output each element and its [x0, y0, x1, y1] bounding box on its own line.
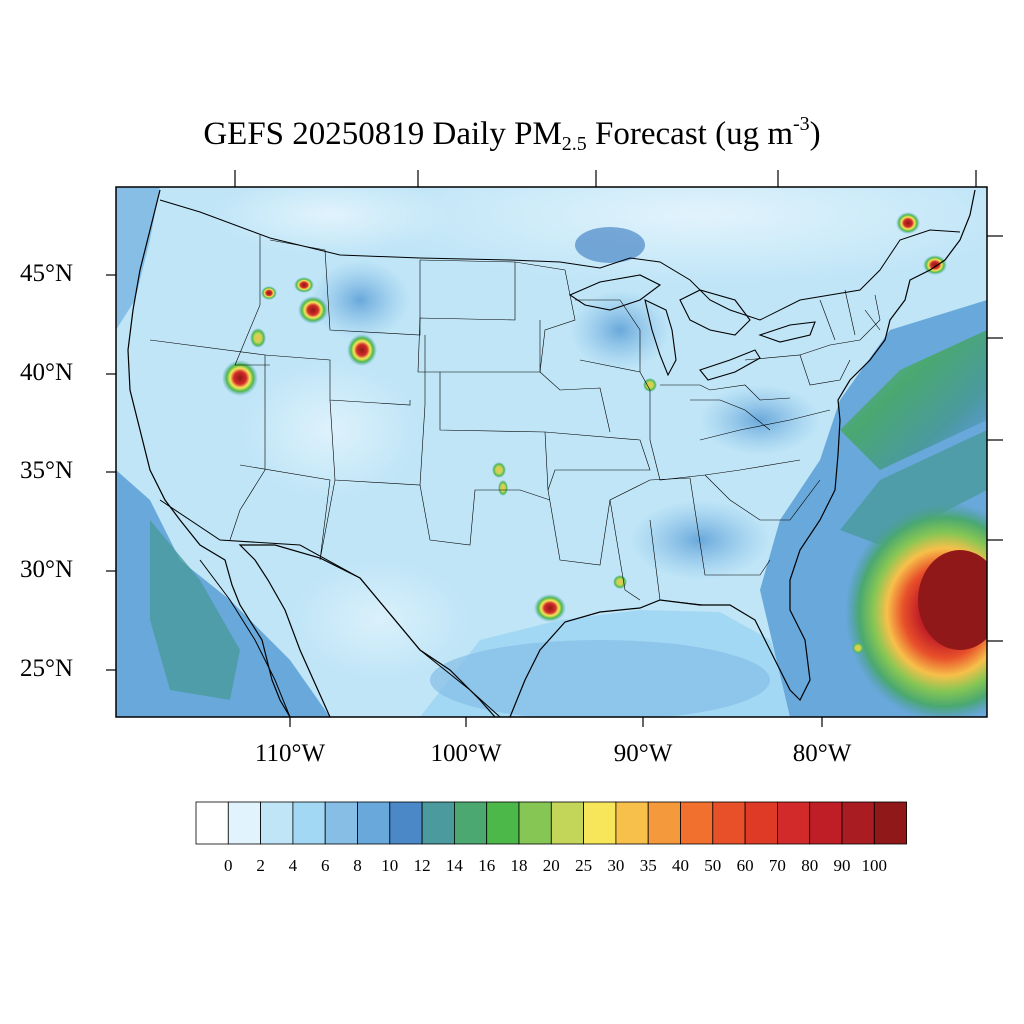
colorbar-tick-label: 70	[768, 856, 786, 875]
colorbar-tick-label: 14	[445, 856, 463, 875]
map-title: GEFS 20250819 Daily PM2.5 Forecast (ug m…	[203, 113, 821, 155]
colorbar-swatch	[195, 801, 229, 845]
baja-peninsula	[199, 559, 291, 717]
colorbar-swatch	[486, 801, 520, 845]
colorbar-swatch	[292, 801, 326, 845]
colorbar-tick-label: 6	[320, 856, 330, 875]
canada-border	[159, 199, 961, 321]
lon-label-110w: 110°W	[254, 740, 326, 767]
plot-frame	[115, 186, 988, 718]
lat-label-25n: 25°N	[20, 655, 74, 682]
colorbar-swatch	[324, 801, 358, 845]
colorbar-tick-label: 90	[833, 856, 851, 875]
lon-label-80w: 80°W	[792, 740, 852, 767]
mexico-border	[159, 499, 501, 717]
colorbar	[195, 801, 907, 845]
colorbar-swatch	[777, 801, 811, 845]
colorbar-tick-label: 50	[704, 856, 722, 875]
colorbar-swatch	[357, 801, 391, 845]
colorbar-tick-label: 0	[224, 856, 233, 875]
colorbar-tick-label: 30	[607, 856, 625, 875]
colorbar-swatch	[744, 801, 778, 845]
colorbar-tick-label: 20	[542, 856, 560, 875]
colorbar-tick-label: 35	[639, 856, 657, 875]
colorbar-swatch	[583, 801, 617, 845]
colorbar-tick-label: 16	[478, 856, 496, 875]
colorbar-tick-label: 18	[510, 856, 528, 875]
colorbar-swatch	[389, 801, 423, 845]
colorbar-tick-label: 100	[861, 856, 888, 875]
colorbar-tick-label: 2	[256, 856, 265, 875]
colorbar-swatch	[518, 801, 552, 845]
colorbar-swatch	[712, 801, 746, 845]
axis-ticks	[106, 170, 1003, 727]
colorbar-tick-label: 40	[672, 856, 689, 875]
state-borders	[149, 235, 881, 606]
colorbar-swatch	[260, 801, 294, 845]
lat-label-40n: 40°N	[20, 359, 74, 386]
colorbar-tick-label: 25	[575, 856, 593, 875]
colorbar-swatch	[227, 801, 262, 845]
colorbar-swatch	[647, 801, 681, 845]
colorbar-swatch	[680, 801, 714, 845]
lon-label-100w: 100°W	[430, 740, 502, 767]
lat-label-35n: 35°N	[20, 457, 74, 484]
lat-label-45n: 45°N	[20, 260, 74, 287]
great-lakes	[568, 274, 816, 381]
colorbar-tick-label: 10	[381, 856, 399, 875]
lon-label-90w: 90°W	[613, 740, 673, 767]
colorbar-swatch	[841, 801, 875, 845]
colorbar-swatch	[550, 801, 584, 845]
colorbar-tick-label: 12	[413, 856, 431, 875]
colorbar-swatch	[421, 801, 455, 845]
colorbar-tick-label: 60	[736, 856, 754, 875]
us-coastline	[127, 189, 976, 717]
colorbar-tick-label: 80	[801, 856, 819, 875]
colorbar-tick-label: 8	[353, 856, 362, 875]
colorbar-swatch	[809, 801, 843, 845]
colorbar-swatch	[873, 801, 907, 845]
colorbar-swatch	[453, 801, 488, 845]
colorbar-swatch	[615, 801, 649, 845]
boundaries	[127, 189, 976, 717]
lat-label-30n: 30°N	[20, 556, 74, 583]
colorbar-tick-label: 4	[288, 856, 298, 875]
